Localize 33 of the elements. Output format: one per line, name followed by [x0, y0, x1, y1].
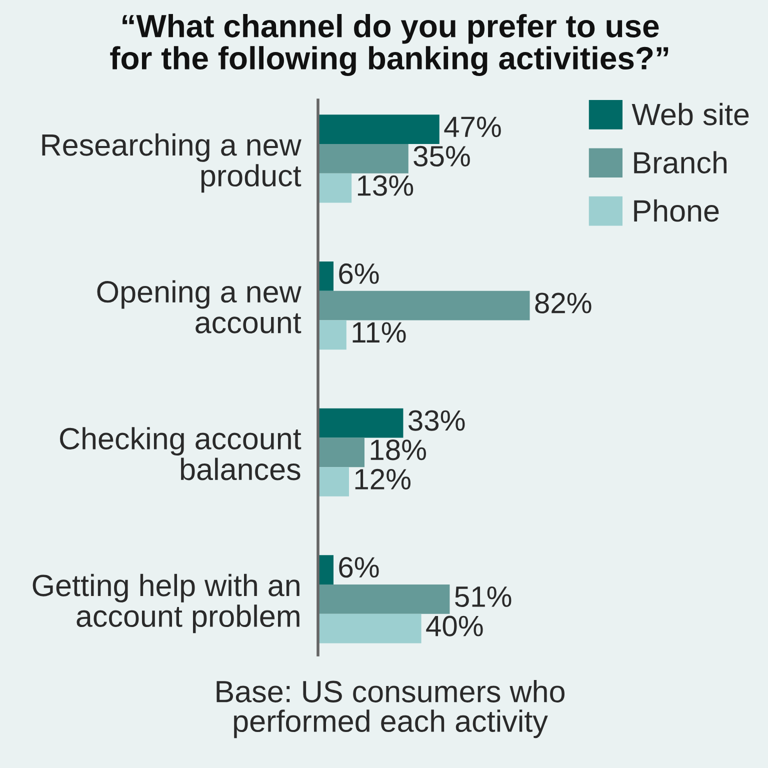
bar: [318, 408, 404, 438]
bar: [318, 467, 349, 496]
bar: [318, 114, 440, 144]
bar: [318, 262, 334, 291]
chart-title: “What channel do you prefer to use for the following banking activities?”: [110, 14, 668, 76]
y-tick-label: Checking account balances: [60, 427, 302, 480]
y-tick-label: Opening a new account: [97, 280, 302, 334]
bar: [318, 173, 352, 203]
data-label: 40%: [426, 616, 483, 636]
bar: [318, 144, 408, 174]
data-label: 11%: [352, 322, 406, 343]
legend-label: Phone: [634, 199, 719, 222]
bar: [318, 320, 346, 350]
y-tick-label: Getting help with an account problem: [32, 574, 300, 634]
data-label: 35%: [414, 146, 470, 167]
text: Base: US consumers who performed each activity: [216, 680, 564, 738]
data-label: 47%: [444, 116, 501, 138]
bar: [318, 555, 334, 585]
data-label: 6%: [339, 557, 379, 578]
legend-label: Branch: [634, 151, 727, 174]
bar: [318, 290, 530, 320]
bar: [318, 614, 422, 644]
legend-label: Web site: [632, 102, 749, 126]
data-label: 82%: [535, 292, 592, 314]
data-label: 13%: [358, 175, 414, 196]
data-label: 12%: [355, 468, 410, 490]
data-label: 51%: [455, 586, 512, 608]
y-tick-label: Researching a new product: [42, 133, 302, 193]
bar: [318, 584, 450, 614]
data-label: 18%: [370, 440, 426, 460]
bar: [318, 438, 364, 468]
data-label: 33%: [408, 410, 465, 431]
data-label: 6%: [339, 263, 379, 284]
